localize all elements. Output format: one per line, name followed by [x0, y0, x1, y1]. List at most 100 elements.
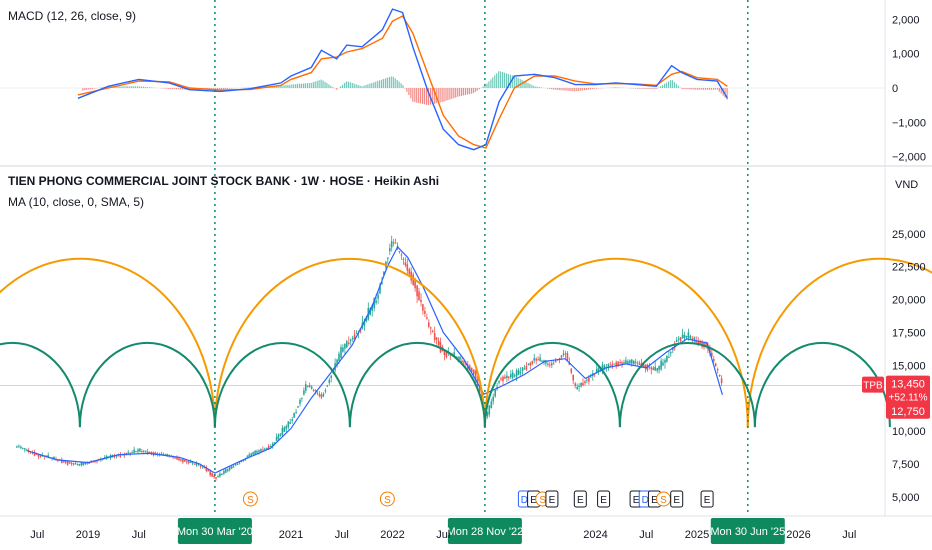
candle-body	[689, 335, 692, 339]
candle-body	[699, 341, 701, 344]
macd-pane	[0, 8, 885, 151]
last-price-value: 13,450	[891, 379, 925, 391]
candle-body	[22, 448, 24, 450]
candle-body	[683, 334, 686, 339]
candle-body	[230, 466, 233, 469]
candle-body	[176, 457, 178, 460]
candle-body	[677, 338, 680, 340]
macd-line	[77, 8, 729, 151]
candle-body	[238, 462, 241, 464]
candle-body	[269, 445, 272, 447]
candle-body	[539, 357, 541, 361]
candle-body	[346, 341, 348, 348]
candle-body	[267, 446, 270, 449]
candle-body	[570, 368, 573, 373]
candle-body	[209, 470, 211, 476]
macd-axis-tick: −1,000	[892, 117, 926, 129]
candle-body	[148, 451, 151, 454]
split-event-icon	[379, 491, 395, 507]
candle-body	[660, 360, 662, 370]
candle-body	[634, 361, 637, 363]
candle-body	[611, 364, 614, 368]
candle-body	[322, 393, 325, 397]
time-axis-label: Jul	[639, 529, 653, 541]
candle-body	[697, 340, 699, 345]
candle-body	[510, 374, 512, 378]
price-pane	[0, 235, 885, 481]
candle-body	[527, 364, 530, 366]
event-marker-label: E	[530, 495, 537, 506]
candle-body	[603, 365, 606, 370]
candle-body	[189, 462, 192, 463]
candle-body	[66, 461, 69, 465]
candle-body	[63, 460, 65, 463]
candle-body	[418, 291, 420, 301]
candle-body	[351, 337, 354, 339]
candle-body	[422, 304, 424, 311]
candle-body	[668, 356, 670, 358]
candle-body	[558, 357, 561, 360]
candle-body	[652, 367, 655, 370]
time-axis-label: 2021	[279, 529, 303, 541]
candle-body	[53, 456, 55, 460]
candle-body	[328, 379, 331, 383]
candle-body	[353, 334, 356, 340]
candle-body	[416, 285, 418, 297]
candle-body	[316, 392, 319, 394]
candle-body	[102, 458, 104, 460]
candle-body	[18, 446, 20, 448]
candle-body	[139, 448, 141, 452]
candle-body	[20, 446, 22, 449]
candle-body	[203, 467, 206, 469]
candle-body	[711, 352, 713, 357]
candle-body	[213, 475, 215, 478]
macd-axis-tick: 2,000	[892, 14, 920, 26]
time-axis-label: Jul	[842, 529, 856, 541]
candle-body	[373, 298, 375, 309]
candle-body	[453, 352, 455, 358]
candle-body	[279, 433, 282, 436]
candle-body	[201, 465, 204, 467]
candle-body	[318, 394, 321, 397]
candle-body	[430, 327, 432, 329]
candle-body	[627, 361, 629, 364]
candle-body	[541, 360, 543, 362]
candle-body	[285, 426, 288, 429]
candle-body	[498, 381, 500, 383]
candle-body	[521, 367, 524, 371]
cycle-date-label: Mon 30 Jun '25	[710, 526, 785, 538]
candle-body	[207, 469, 209, 472]
candle-body	[205, 467, 208, 471]
candle-body	[535, 358, 537, 361]
candle-body	[437, 340, 440, 346]
candle-body	[394, 242, 397, 244]
candle-body	[289, 422, 291, 424]
candle-body	[398, 251, 401, 253]
candle-body	[25, 449, 28, 451]
candle-body	[275, 436, 278, 441]
candle-body	[119, 454, 122, 457]
candle-body	[504, 376, 506, 379]
candle-body	[445, 351, 448, 358]
ma-indicator-label: MA (10, close, 0, SMA, 5)	[8, 195, 144, 209]
candle-body	[443, 349, 446, 355]
price-axis-tick: 5,000	[892, 492, 920, 504]
candle-body	[636, 362, 639, 364]
candle-body	[340, 347, 342, 358]
candle-body	[154, 452, 157, 455]
candle-body	[166, 454, 168, 456]
candle-body	[412, 274, 414, 286]
candle-body	[256, 451, 258, 453]
candle-body	[310, 386, 313, 389]
candle-body	[404, 262, 407, 266]
candle-body	[246, 456, 249, 458]
candle-body	[465, 363, 467, 365]
candle-body	[625, 360, 627, 363]
cycle-vertical-lines	[214, 0, 749, 516]
candle-body	[644, 364, 647, 369]
candle-body	[474, 370, 477, 381]
event-marker-label: E	[651, 495, 658, 506]
time-axis-label: 2022	[380, 529, 404, 541]
candle-body	[254, 450, 256, 455]
